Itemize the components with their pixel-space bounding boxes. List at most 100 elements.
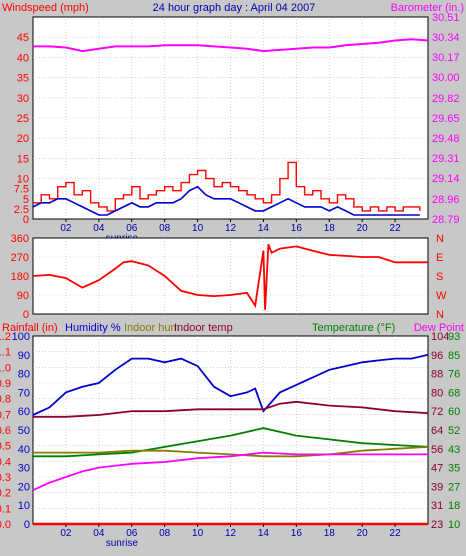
humidity-tick-label: 20 <box>18 481 30 493</box>
x-tick-label: 06 <box>126 223 138 234</box>
humidity-tick-label: 10 <box>18 500 30 512</box>
temperature-axis-label: Temperature (°F) <box>312 322 395 334</box>
barometer-tick-label: 29.31 <box>432 153 460 165</box>
humidity-tick-label: 60 <box>18 406 30 418</box>
wind-tick-label: 35 <box>17 73 29 85</box>
rain-tick-label: 1.1 <box>0 347 11 359</box>
compass-tick-label: N <box>436 309 444 321</box>
rain-tick-label: 0.3 <box>0 472 11 484</box>
temperature-tick-label: 76 <box>448 369 460 381</box>
x-tick-label: 18 <box>324 528 336 539</box>
indoor-hum-axis-label: Indoor hum <box>124 322 180 334</box>
x-tick-label: 18 <box>324 223 336 234</box>
temperature-tick-label: 60 <box>448 406 460 418</box>
humidity-tick-label: 50 <box>18 425 30 437</box>
temperature-tick-label: 43 <box>448 444 460 456</box>
sunrise-label: sunrise <box>106 538 139 549</box>
humidity-tick-label: 90 <box>18 350 30 362</box>
humidity-tick-label: 30 <box>18 463 30 475</box>
indoor-hum-line <box>33 446 429 458</box>
x-tick-label: 12 <box>225 528 237 539</box>
barometer-tick-label: 29.14 <box>432 173 460 185</box>
direction-tick-label: 0 <box>23 309 29 321</box>
barometer-tick-label: 30.34 <box>432 32 460 44</box>
wind-tick-label: 30 <box>17 93 29 105</box>
humidity-line <box>32 353 429 416</box>
compass-tick-label: S <box>436 271 443 283</box>
compass-tick-label: E <box>436 252 443 264</box>
rain-tick-label: 1.2 <box>0 331 11 343</box>
compass-tick-label: N <box>436 233 444 245</box>
wind-tick-label: 5 <box>23 194 29 206</box>
humidity-axis-label: Humidity % <box>65 322 121 334</box>
wind-tick-label: 45 <box>17 32 29 44</box>
temperature-tick-label: 52 <box>448 425 460 437</box>
rain-tick-label: 0.4 <box>0 456 11 468</box>
temperature-tick-label: 93 <box>448 331 460 343</box>
rain-tick-label: 0.2 <box>0 488 11 500</box>
x-tick-label: 22 <box>390 223 402 234</box>
x-tick-label: 02 <box>60 223 72 234</box>
x-tick-label: 04 <box>93 528 105 539</box>
direction-panel <box>32 237 429 315</box>
direction-tick-label: 270 <box>11 252 29 264</box>
windspeed-line <box>33 161 421 212</box>
x-tick-label: 02 <box>60 528 72 539</box>
wind-tick-label: 0 <box>23 214 29 226</box>
rain-tick-label: 0.9 <box>0 378 11 390</box>
x-tick-label: 16 <box>291 528 303 539</box>
indoor-temp-tick-label: 88 <box>431 369 443 381</box>
x-tick-label: 14 <box>258 528 270 539</box>
indoor-temp-tick-label: 80 <box>431 387 443 399</box>
humidity-tick-label: 0 <box>24 519 30 531</box>
x-tick-label: 14 <box>258 223 270 234</box>
rain-tick-label: 0.8 <box>0 394 11 406</box>
barometer-line <box>33 38 429 53</box>
wind-average-line <box>32 185 420 216</box>
windspeed-axis-label: Windspeed (mph) <box>2 2 89 14</box>
compass-tick-label: W <box>436 290 447 302</box>
rain-tick-label: 0.0 <box>0 519 11 531</box>
humidity-tick-label: 40 <box>18 444 30 456</box>
wind-tick-label: 15 <box>17 153 29 165</box>
temperature-tick-label: 27 <box>448 481 460 493</box>
indoor-temp-tick-label: 47 <box>431 463 443 475</box>
x-tick-label: 08 <box>159 528 171 539</box>
rain-tick-label: 1.0 <box>0 362 11 374</box>
direction-tick-label: 90 <box>17 290 29 302</box>
barometer-tick-label: 28.96 <box>432 194 460 206</box>
chart-title: 24 hour graph day : April 04 2007 <box>153 2 316 14</box>
indoor-temp-tick-label: 104 <box>431 331 449 343</box>
rain-tick-label: 0.7 <box>0 409 11 421</box>
indoor-temp-tick-label: 23 <box>431 519 443 531</box>
barometer-tick-label: 30.00 <box>432 72 460 84</box>
x-tick-label: 10 <box>192 223 204 234</box>
rain-tick-label: 0.6 <box>0 425 11 437</box>
barometer-tick-label: 29.65 <box>432 113 460 125</box>
temperature-tick-label: 35 <box>448 463 460 475</box>
barometer-tick-label: 28.79 <box>432 214 460 226</box>
humidity-tick-label: 70 <box>18 387 30 399</box>
wind-tick-label: 2.5 <box>14 204 29 216</box>
barometer-tick-label: 29.48 <box>432 133 460 145</box>
rainfall-axis-label: Rainfall (in) <box>2 322 58 334</box>
dew-point-line <box>32 451 428 492</box>
barometer-tick-label: 30.17 <box>432 52 460 64</box>
indoor-temp-tick-label: 39 <box>431 481 443 493</box>
indoor-temp-tick-label: 31 <box>431 500 443 512</box>
indoor-temp-tick-label: 64 <box>431 425 443 437</box>
wind-tick-label: 25 <box>17 113 29 125</box>
temperature-tick-label: 10 <box>448 519 460 531</box>
wind-tick-label: 40 <box>17 52 29 64</box>
temperature-tick-label: 18 <box>448 500 460 512</box>
x-tick-label: 08 <box>159 223 171 234</box>
temperature-tick-label: 85 <box>448 350 460 362</box>
wind-tick-label: 20 <box>17 133 29 145</box>
wind-tick-label: 10 <box>17 174 29 186</box>
rain-tick-label: 0.1 <box>0 503 11 515</box>
x-tick-label: 20 <box>357 223 369 234</box>
humidity-tick-label: 80 <box>18 369 30 381</box>
temperature-line <box>33 427 429 458</box>
indoor-temp-line <box>33 400 429 418</box>
